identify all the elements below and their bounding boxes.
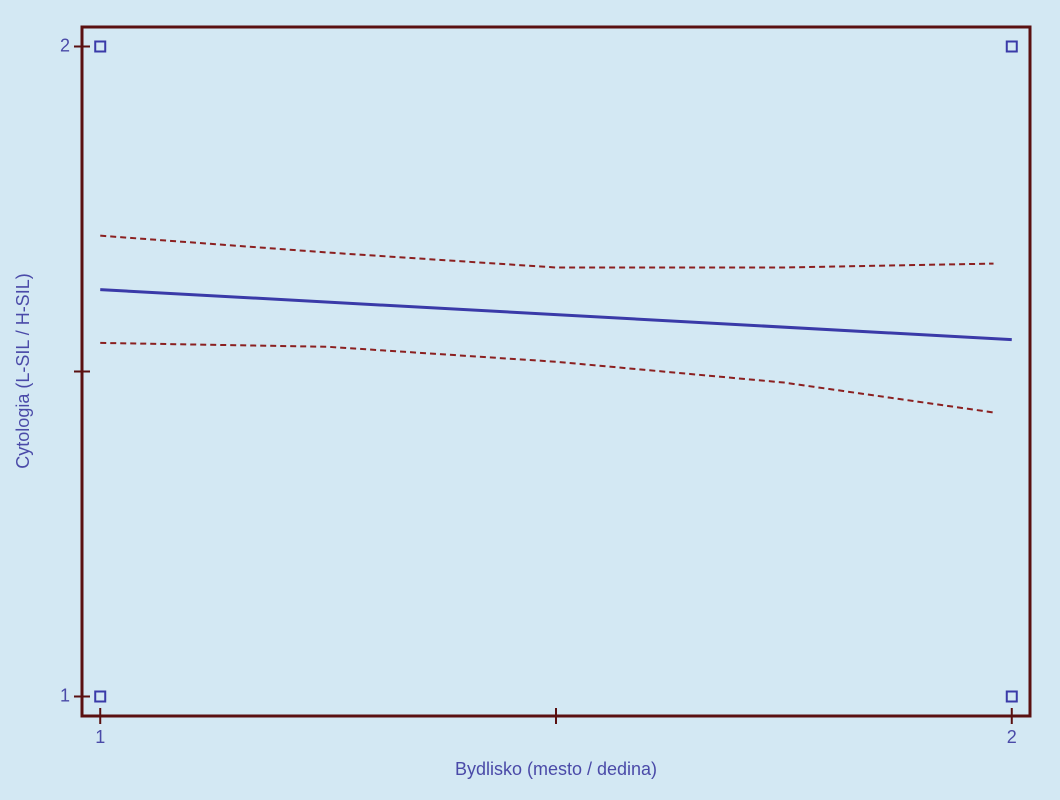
y-tick-label: 2 [60, 35, 70, 55]
data-point [94, 40, 107, 53]
data-point [94, 690, 107, 703]
x-tick-label: 2 [1007, 727, 1017, 747]
fit-line [100, 288, 1012, 342]
y-axis-label: Cytologia (L-SIL / H-SIL) [13, 273, 33, 468]
y-tick-label: 1 [60, 685, 70, 705]
confidence-line [100, 234, 994, 269]
data-point [1005, 40, 1018, 53]
data-point [1005, 690, 1018, 703]
confidence-line [100, 341, 994, 414]
x-tick-label: 1 [95, 727, 105, 747]
x-axis-label: Bydlisko (mesto / dedina) [455, 759, 657, 779]
plot-frame [80, 25, 1032, 718]
